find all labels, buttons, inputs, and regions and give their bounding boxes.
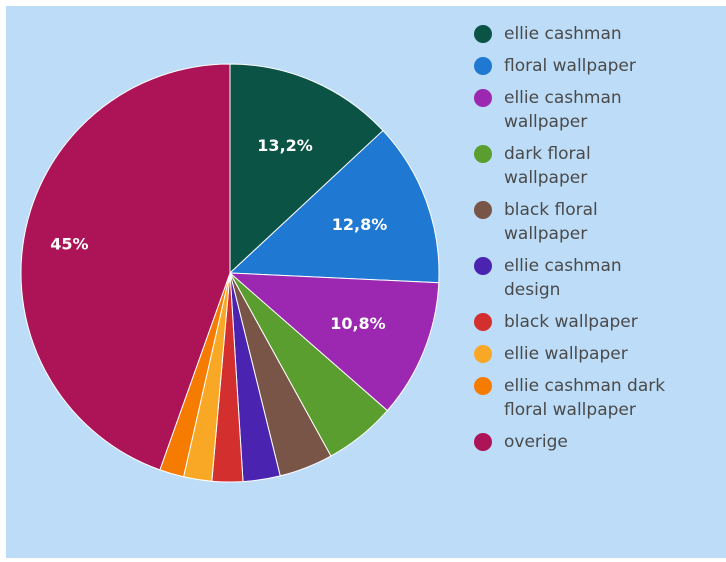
legend-swatch bbox=[474, 145, 492, 163]
legend-item: black wallpaper bbox=[474, 310, 724, 334]
legend-label: ellie cashman dark floral wallpaper bbox=[504, 376, 666, 420]
legend-swatch bbox=[474, 313, 492, 331]
pie-chart: 13,2% 12,8% 10,8% 45% bbox=[20, 63, 440, 483]
slice-label: 13,2% bbox=[257, 136, 313, 155]
pie-slice bbox=[228, 272, 440, 412]
legend-swatch bbox=[474, 201, 492, 219]
legend-swatch bbox=[474, 345, 492, 363]
legend-item: overige bbox=[474, 430, 724, 454]
legend-item: ellie cashman bbox=[474, 22, 724, 46]
legend-item: ellie wallpaper bbox=[474, 342, 724, 366]
slice-label: 12,8% bbox=[332, 215, 388, 234]
legend-swatch bbox=[474, 25, 492, 43]
legend-label: dark floral wallpaper bbox=[504, 144, 591, 188]
chart-panel: 13,2% 12,8% 10,8% 45% ellie cashman floral w… bbox=[6, 6, 726, 558]
legend-label: black wallpaper bbox=[504, 312, 638, 332]
legend-item: ellie cashman wallpaper bbox=[474, 86, 724, 134]
legend-swatch bbox=[474, 57, 492, 75]
legend-label: overige bbox=[504, 432, 568, 452]
slice-label: 45% bbox=[50, 235, 88, 254]
pie-slice bbox=[228, 129, 440, 284]
chart-legend: ellie cashman floral wallpaper ellie cashm… bbox=[474, 22, 724, 462]
legend-swatch bbox=[474, 433, 492, 451]
legend-label: ellie wallpaper bbox=[504, 344, 628, 364]
legend-swatch bbox=[474, 377, 492, 395]
legend-label: ellie cashman bbox=[504, 24, 622, 44]
legend-item: dark floral wallpaper bbox=[474, 142, 724, 190]
legend-swatch bbox=[474, 257, 492, 275]
legend-item: floral wallpaper bbox=[474, 54, 724, 78]
pie-slice bbox=[229, 63, 384, 275]
slice-label: 10,8% bbox=[330, 314, 386, 333]
pie-slice bbox=[20, 63, 231, 471]
legend-item: ellie cashman dark floral wallpaper bbox=[474, 374, 724, 422]
legend-label: floral wallpaper bbox=[504, 56, 636, 76]
legend-swatch bbox=[474, 89, 492, 107]
legend-item: ellie cashman design bbox=[474, 254, 724, 302]
legend-item: black floral wallpaper bbox=[474, 198, 724, 246]
legend-label: black floral wallpaper bbox=[504, 200, 598, 244]
legend-label: ellie cashman wallpaper bbox=[504, 88, 622, 132]
legend-label: ellie cashman design bbox=[504, 256, 622, 300]
